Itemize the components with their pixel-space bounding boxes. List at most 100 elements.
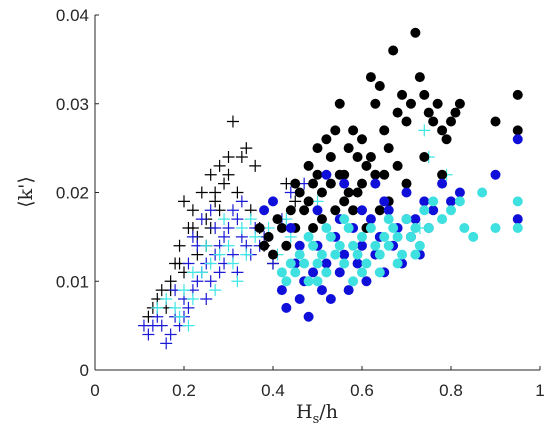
data-point [321, 169, 332, 180]
y-tick-label: 0.02 [56, 184, 89, 203]
data-point [178, 195, 190, 208]
data-point [339, 249, 350, 260]
data-point [490, 223, 501, 233]
data-point [285, 205, 296, 216]
data-point [437, 214, 448, 225]
data-point [235, 222, 248, 234]
data-point [437, 125, 448, 136]
data-point [226, 204, 239, 217]
data-point [361, 160, 372, 171]
data-point [204, 168, 217, 181]
data-point [169, 301, 182, 314]
data-point [418, 124, 431, 137]
series-3 [254, 27, 523, 260]
data-point [312, 143, 323, 154]
data-point [437, 178, 448, 189]
data-point [222, 168, 235, 181]
data-point [405, 98, 416, 109]
data-point [379, 125, 390, 136]
data-point [316, 214, 327, 225]
data-point [374, 267, 385, 278]
data-point [259, 205, 270, 216]
data-point [334, 240, 345, 251]
data-point [379, 169, 390, 180]
data-point [294, 294, 305, 304]
data-point [410, 214, 421, 225]
data-point [446, 205, 456, 216]
data-point [325, 231, 336, 242]
data-point [195, 213, 208, 226]
data-point [357, 231, 367, 242]
data-point [299, 258, 310, 269]
data-point [454, 196, 465, 207]
data-point [401, 178, 412, 189]
data-point [222, 151, 235, 163]
data-point [397, 89, 408, 100]
data-point [401, 187, 412, 198]
data-point [289, 195, 302, 208]
y-axis-label: ⟨k'⟩ [15, 176, 37, 208]
data-point [308, 240, 319, 251]
data-point [173, 239, 186, 252]
data-point [383, 214, 394, 225]
data-point [374, 205, 385, 216]
data-point [339, 178, 350, 189]
data-point [446, 196, 456, 207]
data-point [151, 301, 164, 314]
data-point [512, 196, 523, 207]
data-point [339, 258, 350, 269]
data-point [321, 223, 332, 233]
x-axis-label: Hs/h [296, 401, 338, 427]
data-point [490, 116, 501, 127]
data-point [410, 27, 421, 38]
data-point [285, 223, 296, 233]
data-point [334, 98, 345, 109]
data-point [419, 196, 430, 207]
data-point [204, 275, 217, 288]
data-point [303, 196, 314, 207]
data-point [419, 152, 430, 162]
data-point [343, 285, 354, 296]
data-point [160, 337, 173, 350]
data-point [414, 240, 425, 251]
data-point [276, 223, 287, 233]
data-point [268, 249, 278, 260]
data-point [272, 214, 283, 225]
data-point [428, 205, 439, 216]
data-point [361, 258, 372, 269]
data-point [294, 187, 305, 198]
data-point [357, 240, 367, 251]
data-point [240, 142, 253, 155]
data-point [186, 293, 199, 305]
y-ticks: 0 0.01 0.02 0.03 0.04 [56, 6, 99, 380]
data-point [182, 319, 195, 332]
data-point [446, 116, 456, 127]
data-point [308, 223, 319, 233]
data-point [423, 223, 434, 233]
data-point [173, 310, 186, 323]
data-point [370, 98, 381, 109]
data-point [142, 328, 155, 341]
data-point [330, 205, 341, 216]
data-point [370, 178, 381, 189]
data-point [204, 257, 217, 270]
data-point [200, 293, 213, 305]
data-point [383, 205, 394, 216]
data-point [357, 205, 367, 216]
data-point [299, 205, 310, 216]
data-point [281, 276, 292, 287]
data-point [348, 276, 359, 287]
data-point [231, 275, 244, 288]
data-point [155, 319, 168, 332]
data-point [218, 230, 231, 243]
data-point [209, 222, 222, 234]
data-point [303, 231, 314, 242]
data-point [490, 169, 501, 180]
data-point [437, 169, 448, 180]
data-point [222, 222, 235, 234]
data-point [321, 267, 332, 278]
data-point [410, 249, 421, 260]
x-tick-label: 0.6 [350, 381, 374, 400]
data-point [374, 249, 385, 260]
data-point [348, 125, 359, 136]
